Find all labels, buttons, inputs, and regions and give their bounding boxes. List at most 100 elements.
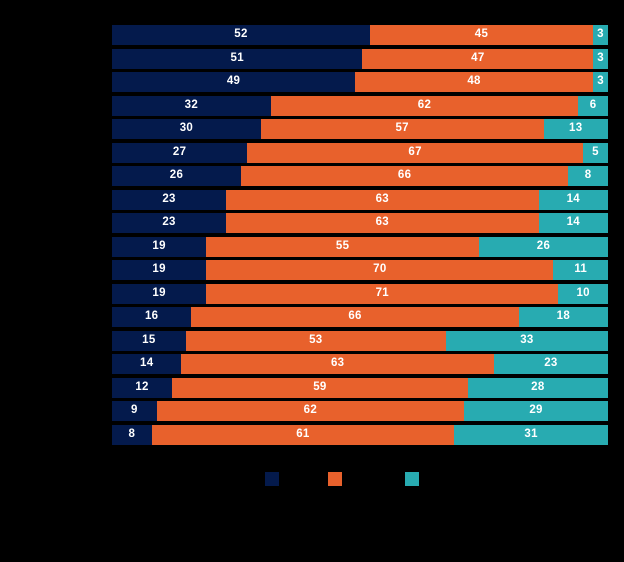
bar-segment-orange: 57: [260, 119, 544, 139]
bar-value-label: 5: [592, 145, 599, 158]
bar-segment-navy: 27: [112, 142, 248, 163]
bar-value-label: 45: [474, 28, 489, 41]
bar-segment-orange: 53: [185, 330, 446, 351]
bar-value-label: 70: [373, 263, 387, 276]
bar-row: 19 70 11: [112, 260, 608, 280]
bar-segment-teal: 28: [467, 377, 608, 398]
bar-value-label: 8: [128, 427, 136, 440]
bar-segment-teal: 5: [582, 142, 608, 163]
bar-value-label: 55: [335, 239, 350, 252]
bar-segment-orange: 55: [206, 236, 480, 257]
bar-row: 16 66 18: [112, 307, 608, 327]
bar-segment-navy: 9: [112, 401, 157, 421]
bar-segment-orange: 62: [156, 401, 465, 421]
bar-value-label: 66: [397, 169, 412, 182]
bar-segment-teal: 14: [538, 213, 608, 233]
bar-segment-teal: 6: [578, 95, 608, 116]
bar-row: 23 63 14: [112, 213, 608, 233]
bar-segment-navy: 23: [112, 189, 227, 210]
stacked-bar-plot: 52 45 3 51 47 3 49 48 3 32 62 6 30 57 13 27 67 5 26 66 8 23 63…: [112, 25, 608, 445]
bar-segment-navy: 51: [112, 48, 363, 69]
bar-segment-orange: 71: [206, 283, 559, 304]
bar-row: 30 57 13: [112, 119, 608, 139]
bar-segment-navy: 16: [112, 307, 192, 327]
bar-value-label: 23: [162, 192, 176, 205]
bar-segment-orange: 63: [226, 189, 539, 210]
bar-segment-navy: 19: [112, 236, 207, 257]
bar-value-label: 63: [330, 357, 345, 370]
bar-row: 14 63 23: [112, 354, 608, 374]
bar-segment-teal: 33: [445, 330, 608, 351]
bar-value-label: 3: [597, 51, 604, 64]
bar-segment-navy: 12: [112, 377, 173, 398]
bar-value-label: 31: [524, 427, 538, 440]
bar-segment-teal: 3: [593, 72, 608, 92]
bar-segment-orange: 70: [206, 260, 554, 280]
bar-value-label: 16: [144, 310, 159, 323]
bar-row: 15 53 33: [112, 330, 608, 351]
bar-segment-teal: 11: [553, 260, 608, 280]
bar-row: 8 61 31: [112, 424, 608, 445]
bar-row: 19 55 26: [112, 236, 608, 257]
bar-value-label: 62: [303, 404, 318, 417]
bar-value-label: 53: [309, 333, 323, 346]
bar-segment-teal: 18: [518, 307, 608, 327]
legend-swatch-teal: [405, 472, 419, 486]
bar-value-label: 32: [184, 98, 199, 111]
bar-value-label: 3: [597, 75, 604, 88]
bar-value-label: 51: [230, 51, 244, 64]
bar-value-label: 13: [569, 122, 583, 135]
bar-segment-orange: 67: [247, 142, 583, 163]
bar-value-label: 14: [140, 357, 154, 370]
bar-segment-teal: 31: [454, 424, 608, 445]
bar-segment-navy: 19: [112, 260, 207, 280]
bar-segment-orange: 48: [355, 72, 594, 92]
bar-value-label: 14: [566, 216, 580, 229]
bar-value-label: 11: [574, 263, 588, 276]
bar-value-label: 71: [375, 286, 390, 299]
bar-value-label: 62: [417, 98, 432, 111]
bar-value-label: 33: [520, 333, 534, 346]
bar-value-label: 29: [529, 404, 543, 417]
bar-segment-navy: 8: [112, 424, 152, 445]
bar-segment-orange: 63: [181, 354, 494, 374]
bar-value-label: 66: [348, 310, 362, 323]
bar-segment-navy: 26: [112, 166, 241, 186]
bar-segment-teal: 26: [479, 236, 608, 257]
legend-swatch-orange: [328, 472, 342, 486]
bar-value-label: 26: [536, 239, 551, 252]
bar-segment-teal: 13: [543, 119, 608, 139]
bar-segment-orange: 62: [270, 95, 579, 116]
bar-value-label: 49: [226, 75, 241, 88]
bar-segment-navy: 49: [112, 72, 356, 92]
bar-value-label: 19: [152, 239, 166, 252]
bar-row: 49 48 3: [112, 72, 608, 92]
bar-row: 52 45 3: [112, 25, 608, 45]
bar-value-label: 26: [169, 169, 184, 182]
bar-segment-teal: 29: [464, 401, 608, 421]
bar-segment-navy: 19: [112, 283, 207, 304]
bar-segment-orange: 66: [240, 166, 569, 186]
bar-segment-navy: 52: [112, 25, 370, 45]
bar-segment-teal: 23: [493, 354, 608, 374]
bar-segment-teal: 10: [558, 283, 608, 304]
bar-value-label: 19: [152, 286, 166, 299]
bar-segment-teal: 14: [538, 189, 608, 210]
bar-value-label: 47: [471, 51, 485, 64]
bar-row: 27 67 5: [112, 142, 608, 163]
bar-row: 26 66 8: [112, 166, 608, 186]
bar-row: 51 47 3: [112, 48, 608, 69]
bar-value-label: 23: [544, 357, 558, 370]
bar-segment-orange: 47: [362, 48, 594, 69]
bar-segment-navy: 14: [112, 354, 182, 374]
bar-segment-orange: 61: [151, 424, 455, 445]
bar-segment-teal: 8: [568, 166, 608, 186]
bar-row: 12 59 28: [112, 377, 608, 398]
bar-segment-navy: 32: [112, 95, 271, 116]
bar-value-label: 9: [130, 404, 138, 417]
bar-value-label: 28: [531, 380, 545, 393]
bar-row: 19 71 10: [112, 283, 608, 304]
bar-value-label: 63: [375, 216, 390, 229]
bar-value-label: 3: [597, 28, 604, 41]
